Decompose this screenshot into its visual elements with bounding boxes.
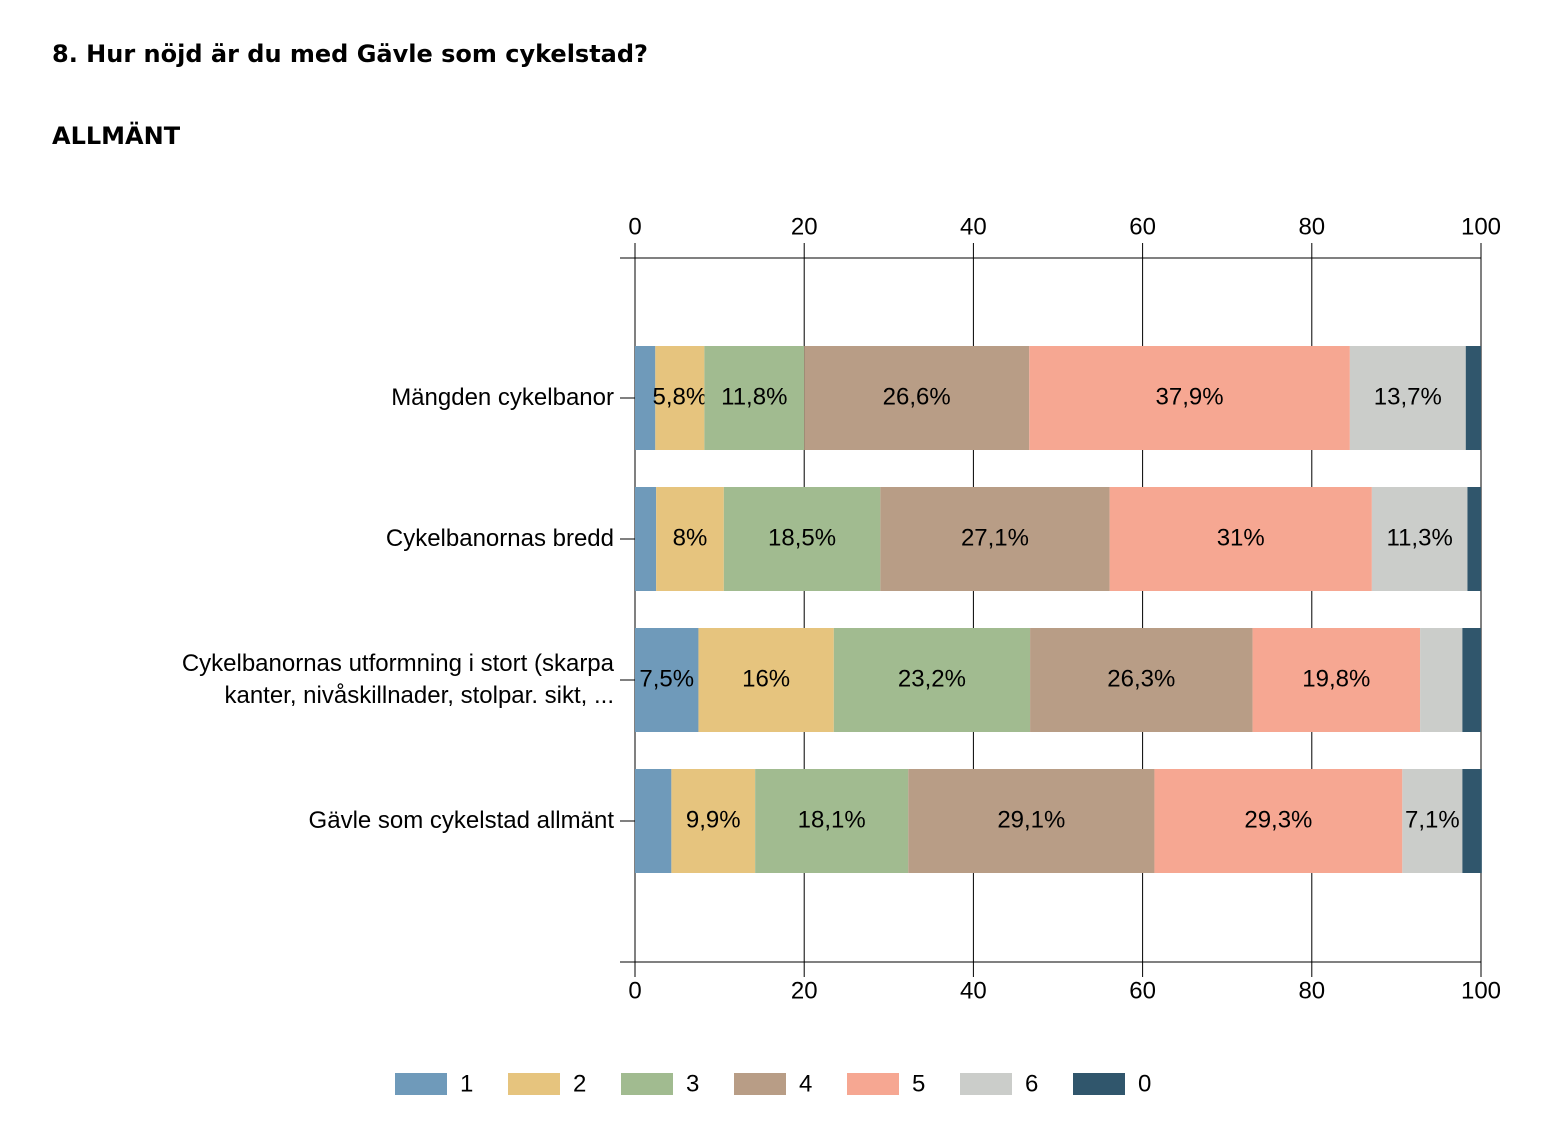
x-tick-label: 40 [960,977,987,1004]
data-label: 23,2% [898,665,966,692]
x-tick-label: 80 [1298,213,1325,240]
y-tick-label: Cykelbanornas utformning i stort (skarpa… [181,650,614,709]
legend-swatch [960,1073,1012,1095]
bar-segment [655,346,705,450]
x-tick-label: 100 [1461,213,1501,240]
bar-segment [698,628,834,732]
legend-label: 1 [460,1070,473,1097]
bar-segment [635,628,699,732]
question-heading: 8. Hur nöjd är du med Gävle som cykelsta… [52,40,648,68]
x-tick-label: 0 [628,213,641,240]
data-label: 11,3% [1387,524,1453,551]
data-label: 13,7% [1374,383,1442,410]
data-label: 5,8% [652,383,707,410]
bar-segment [1467,487,1481,591]
bar-segment [1109,487,1372,591]
data-label: 7,5% [639,665,694,692]
data-label: 19,8% [1302,665,1370,692]
legend-label: 0 [1138,1070,1151,1097]
x-tick-label: 0 [628,977,641,1004]
bar-segment [635,346,656,450]
bar-segment [1462,769,1482,873]
x-tick-label: 100 [1461,977,1501,1004]
bar-segment [671,769,756,873]
data-label: 26,6% [883,383,951,410]
bar-segment [1029,346,1350,450]
legend-swatch [847,1073,899,1095]
x-tick-label: 20 [791,977,818,1004]
legend-label: 6 [1025,1070,1038,1097]
legend-label: 4 [799,1070,812,1097]
data-label: 9,9% [686,806,741,833]
data-label: 7,1% [1405,806,1460,833]
bar-segment [656,487,724,591]
x-tick-label: 20 [791,213,818,240]
data-label: 29,1% [997,806,1065,833]
bar-segment [1371,487,1468,591]
legend-label: 3 [686,1070,699,1097]
bar-segment [704,346,805,450]
bar-segment [833,628,1031,732]
bar-segment [635,769,672,873]
x-tick-label: 60 [1129,977,1156,1004]
data-label: 37,9% [1156,383,1224,410]
data-label: 18,1% [798,806,866,833]
bar-segment [635,487,657,591]
data-label: 11,8% [721,383,787,410]
x-tick-label: 40 [960,213,987,240]
bar-segment [1420,628,1463,732]
y-tick-label: Cykelbanornas bredd [385,525,614,552]
bar-segment [1154,769,1403,873]
data-label: 27,1% [961,524,1029,551]
data-label: 16% [742,665,790,692]
bar-segment [1465,346,1481,450]
data-label: 8% [673,524,708,551]
legend-swatch [1073,1073,1125,1095]
data-label: 26,3% [1107,665,1175,692]
x-tick-label: 60 [1129,213,1156,240]
legend-swatch [395,1073,447,1095]
x-tick-label: 80 [1298,977,1325,1004]
bar-segment [755,769,909,873]
bar-segment [1402,769,1463,873]
data-label: 31% [1217,524,1265,551]
legend-label: 5 [912,1070,925,1097]
bar-segment [908,769,1155,873]
bar-segment [1030,628,1253,732]
data-label: 18,5% [768,524,836,551]
bar-segment [880,487,1110,591]
legend-swatch [508,1073,560,1095]
bar-segment [1349,346,1466,450]
chart-title: ALLMÄNT [52,122,181,150]
legend-label: 2 [573,1070,586,1097]
legend-swatch [734,1073,786,1095]
bar-segment [1462,628,1481,732]
y-tick-label: Mängden cykelbanor [391,384,614,411]
bar-segment [804,346,1030,450]
y-tick-label: Gävle som cykelstad allmänt [308,807,614,834]
data-label: 29,3% [1244,806,1312,833]
legend-swatch [621,1073,673,1095]
bar-segment [723,487,881,591]
bar-segment [1252,628,1421,732]
